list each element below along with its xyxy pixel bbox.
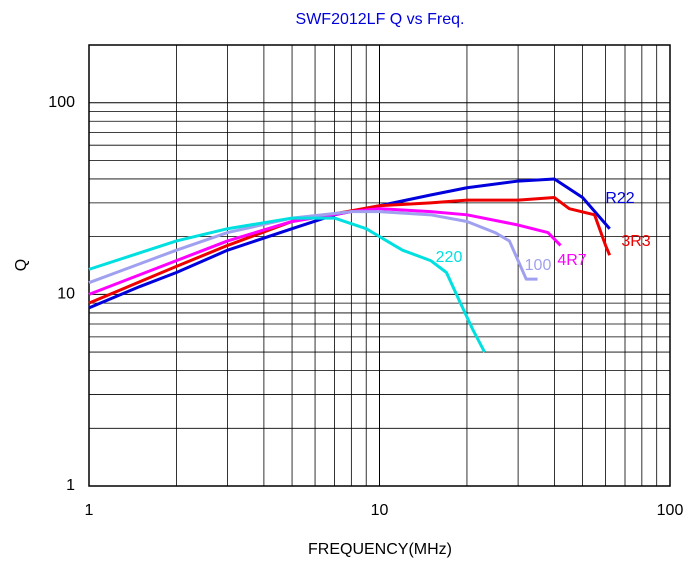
- y-tick-label: 100: [48, 94, 75, 111]
- series-line: [88, 207, 562, 296]
- series-label: 100: [525, 257, 552, 274]
- series-line: [88, 216, 486, 353]
- series-label: 4R7: [557, 252, 586, 269]
- y-axis-label: Q: [13, 259, 30, 271]
- series-label: 220: [436, 249, 463, 266]
- chart-title: SWF2012LF Q vs Freq.: [296, 11, 465, 28]
- y-tick-label: 10: [57, 286, 75, 303]
- x-tick-label: 100: [657, 502, 684, 519]
- series-line: [88, 196, 612, 305]
- x-axis-label: FREQUENCY(MHz): [308, 541, 452, 558]
- x-tick-label: 10: [371, 502, 389, 519]
- series-line: [88, 210, 538, 285]
- series-label: R22: [605, 190, 634, 207]
- y-tick-label: 1: [66, 477, 75, 494]
- plot-frame: [88, 44, 671, 487]
- series-label: 3R3: [621, 233, 650, 250]
- x-tick-label: 1: [85, 502, 94, 519]
